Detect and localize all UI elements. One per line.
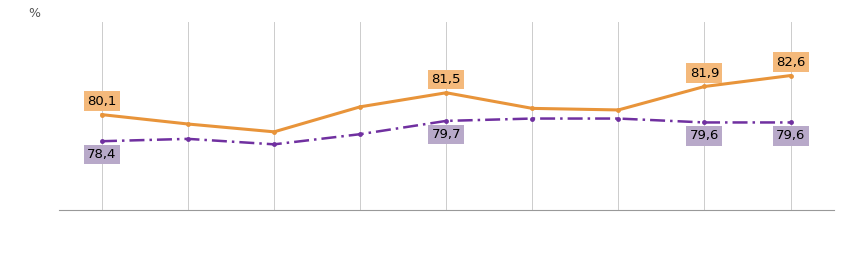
Text: 79,6: 79,6 [690,129,719,143]
Text: %: % [28,7,40,20]
Text: 81,5: 81,5 [431,73,461,86]
Text: 79,7: 79,7 [431,128,461,141]
Text: 78,4: 78,4 [88,148,117,161]
Text: 79,6: 79,6 [775,129,805,143]
Text: 81,9: 81,9 [690,67,719,80]
Text: 82,6: 82,6 [775,56,805,69]
Text: 80,1: 80,1 [88,95,117,108]
